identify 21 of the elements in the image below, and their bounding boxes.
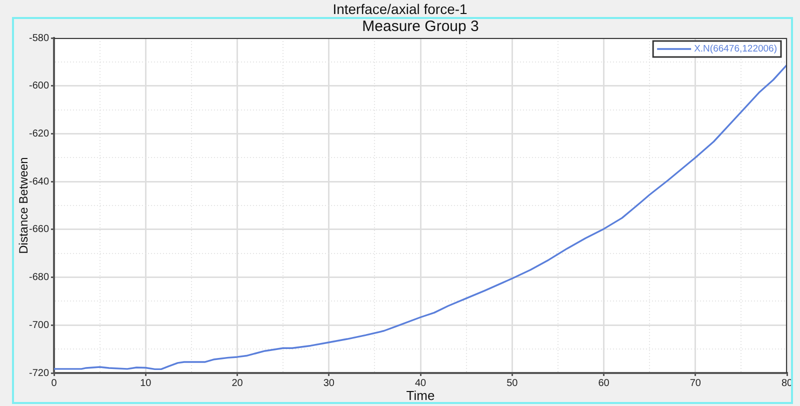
y-tick-label: -640 — [28, 176, 50, 188]
x-tick-label: 10 — [140, 378, 152, 389]
y-tick-label: -720 — [28, 368, 50, 379]
x-tick-label: 20 — [232, 378, 244, 389]
y-tick-label: -620 — [28, 128, 50, 140]
x-tick-label: 0 — [51, 378, 58, 389]
x-axis-title: Time — [406, 388, 435, 403]
x-tick-label: 50 — [506, 378, 518, 389]
chart-subtitle: Measure Group 3 — [362, 18, 479, 36]
y-tick-label: -580 — [28, 32, 50, 44]
y-tick-label: -680 — [28, 272, 50, 284]
x-tick-label: 40 — [414, 378, 426, 389]
x-tick-label: 60 — [598, 378, 610, 389]
x-tick-label: 70 — [690, 378, 702, 389]
legend-label: X.N(66476,122006) — [694, 44, 777, 55]
x-tick-label: 30 — [323, 378, 335, 389]
y-tick-label: -600 — [28, 80, 50, 92]
y-tick-label: -660 — [28, 224, 50, 236]
y-axis-title: Distance Between — [16, 157, 31, 254]
chart-title: Interface/axial force-1 — [332, 0, 468, 17]
y-tick-label: -700 — [28, 320, 50, 331]
